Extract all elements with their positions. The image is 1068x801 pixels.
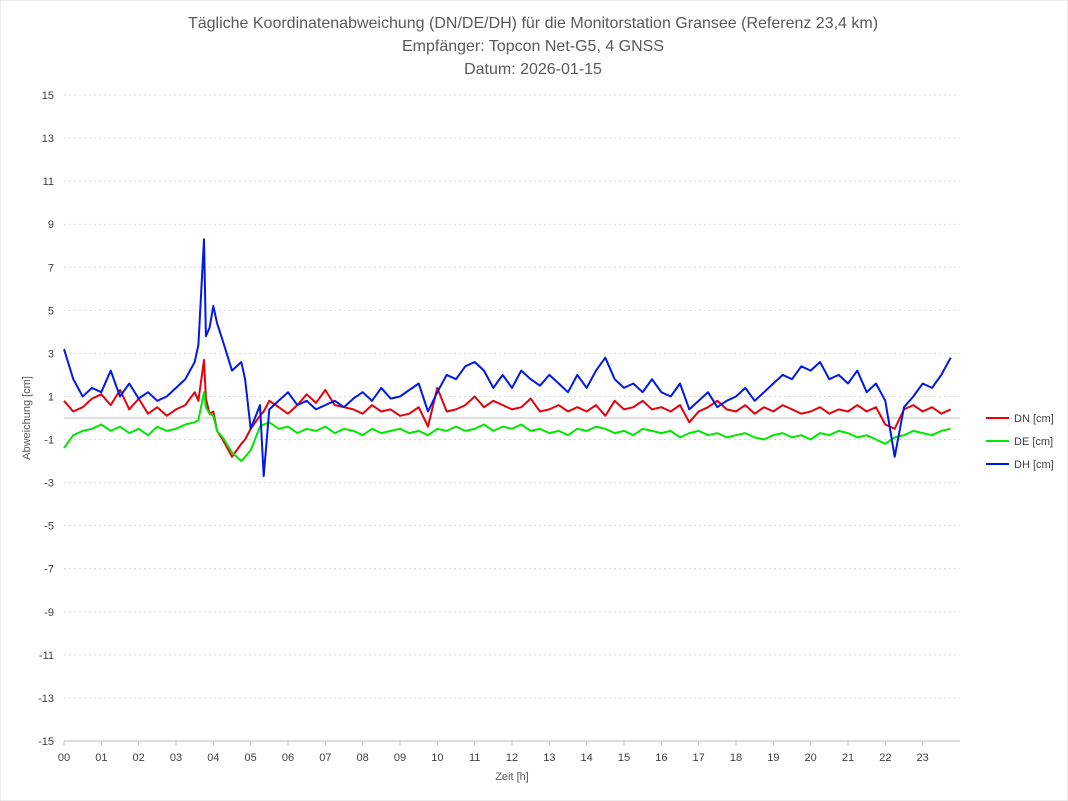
x-tick-label: 09: [394, 752, 406, 764]
y-tick-label: 1: [48, 391, 54, 403]
y-tick-label: 5: [48, 305, 54, 317]
y-tick-label: 3: [48, 348, 54, 360]
x-tick-label: 15: [618, 752, 630, 764]
y-tick-label: 13: [42, 133, 54, 145]
y-tick-label: -1: [44, 435, 54, 447]
y-axis-ticks: 15 13 11 9 7 5 3 1 -1 -3 -5 -7 -9 -11 -13 -15: [38, 90, 54, 748]
y-tick-label: -11: [39, 650, 54, 662]
y-tick-label: -7: [44, 564, 54, 576]
x-tick-label: 05: [245, 752, 257, 764]
x-tick-label: 11: [469, 752, 480, 764]
x-tick-label: 19: [767, 752, 779, 764]
y-tick-label: 11: [43, 176, 54, 188]
x-tick-label: 10: [431, 752, 443, 764]
x-tick-label: 06: [282, 752, 294, 764]
y-axis-label: Abweichung [cm]: [21, 376, 33, 460]
series-line-dh: [63, 238, 952, 478]
y-tick-label: 7: [48, 262, 54, 274]
legend-label: DN [cm]: [1014, 413, 1054, 425]
legend-label: DE [cm]: [1014, 436, 1053, 448]
x-tick-label: 16: [655, 752, 667, 764]
x-axis-label: Zeit [h]: [495, 771, 529, 783]
x-tick-label: 23: [917, 752, 929, 764]
y-tick-label: -15: [38, 736, 54, 748]
x-tick-label: 02: [133, 752, 145, 764]
y-tick-label: -13: [38, 693, 54, 705]
chart-title-line-2: Empfänger: Topcon Net-G5, 4 GNSS: [402, 38, 664, 55]
chart-title-line-1: Tägliche Koordinatenabweichung (DN/DE/DH…: [188, 15, 878, 32]
x-tick-label: 13: [543, 752, 555, 764]
x-axis-ticks: 00 01 02 03 04 05 06 07 08 09 10 11 12 13 14 15 16 17 18 19…: [58, 741, 929, 764]
x-tick-label: 08: [357, 752, 369, 764]
series-line-dn: [63, 358, 952, 458]
legend-label: DH [cm]: [1014, 459, 1054, 471]
y-tick-label: -5: [44, 521, 54, 533]
chart-title-line-3: Datum: 2026-01-15: [464, 61, 602, 78]
x-tick-label: 01: [95, 752, 107, 764]
x-tick-label: 04: [207, 752, 219, 764]
chart-title: Tägliche Koordinatenabweichung (DN/DE/DH…: [188, 15, 878, 78]
series-lines: [63, 238, 952, 478]
series-line-de: [63, 391, 951, 463]
y-tick-label: 9: [48, 219, 54, 231]
y-tick-label: -9: [44, 607, 54, 619]
y-tick-label: -3: [44, 478, 54, 490]
x-tick-label: 22: [879, 752, 891, 764]
x-tick-label: 14: [581, 752, 593, 764]
x-tick-label: 03: [170, 752, 182, 764]
x-tick-label: 17: [693, 752, 705, 764]
x-tick-label: 00: [58, 752, 70, 764]
x-tick-label: 12: [506, 752, 518, 764]
x-tick-label: 21: [842, 752, 854, 764]
y-tick-label: 15: [42, 90, 54, 102]
x-tick-label: 20: [805, 752, 817, 764]
x-tick-label: 18: [730, 752, 742, 764]
legend: DN [cm] DE [cm] DH [cm]: [986, 413, 1054, 471]
x-tick-label: 07: [319, 752, 331, 764]
